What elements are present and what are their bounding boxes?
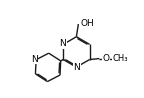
Text: OH: OH	[80, 19, 94, 28]
Text: N: N	[74, 63, 80, 72]
Text: O: O	[102, 54, 109, 63]
Text: CH₃: CH₃	[113, 54, 128, 63]
Text: N: N	[31, 55, 38, 64]
Text: N: N	[59, 39, 66, 48]
